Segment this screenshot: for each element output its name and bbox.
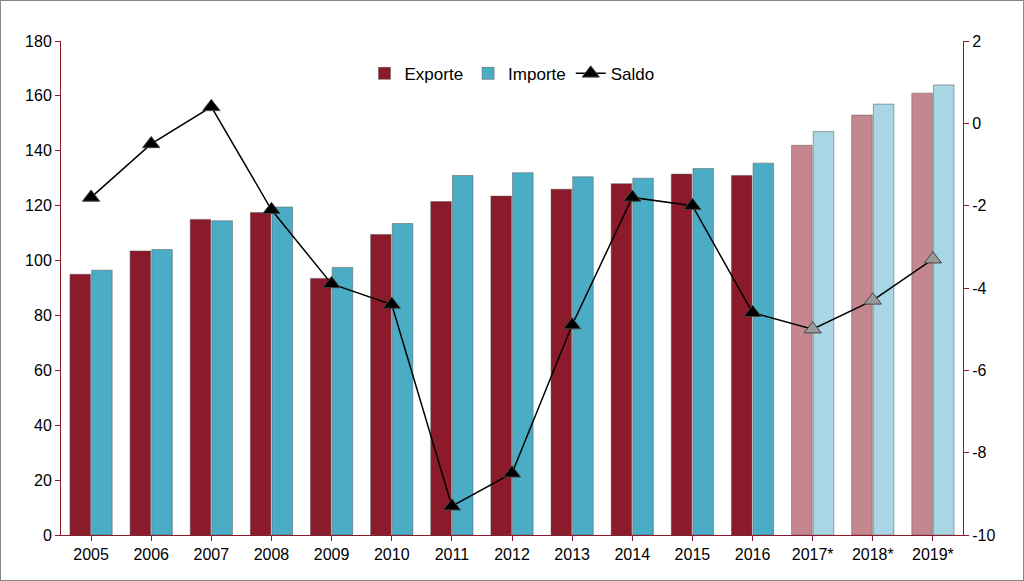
svg-text:2013: 2013 <box>554 546 590 563</box>
svg-text:80: 80 <box>34 307 52 324</box>
svg-text:-6: -6 <box>972 362 986 379</box>
svg-text:40: 40 <box>34 417 52 434</box>
svg-text:2015: 2015 <box>675 546 711 563</box>
svg-text:2018*: 2018* <box>852 546 894 563</box>
svg-text:2012: 2012 <box>494 546 530 563</box>
svg-text:2014: 2014 <box>614 546 650 563</box>
svg-text:0: 0 <box>43 527 52 544</box>
svg-text:2011: 2011 <box>435 546 470 563</box>
svg-text:2007: 2007 <box>194 546 230 563</box>
svg-text:2017*: 2017* <box>792 546 834 563</box>
svg-text:60: 60 <box>34 362 52 379</box>
svg-text:180: 180 <box>25 33 52 50</box>
svg-text:-4: -4 <box>972 280 986 297</box>
svg-text:160: 160 <box>25 87 52 104</box>
svg-text:2009: 2009 <box>314 546 350 563</box>
svg-text:2: 2 <box>972 33 981 50</box>
svg-text:100: 100 <box>25 252 52 269</box>
svg-text:-2: -2 <box>972 197 986 214</box>
svg-text:-10: -10 <box>972 527 995 544</box>
svg-text:120: 120 <box>25 197 52 214</box>
svg-text:Saldo: Saldo <box>611 65 654 84</box>
svg-text:Importe: Importe <box>508 65 566 84</box>
svg-text:2019*: 2019* <box>912 546 954 563</box>
svg-text:2016: 2016 <box>735 546 771 563</box>
svg-text:2008: 2008 <box>254 546 290 563</box>
svg-text:-8: -8 <box>972 444 986 461</box>
svg-text:2006: 2006 <box>133 546 169 563</box>
svg-text:2010: 2010 <box>374 546 410 563</box>
svg-text:2005: 2005 <box>73 546 109 563</box>
svg-text:Exporte: Exporte <box>405 65 464 84</box>
svg-text:20: 20 <box>34 472 52 489</box>
svg-text:140: 140 <box>25 142 52 159</box>
svg-text:0: 0 <box>972 115 981 132</box>
